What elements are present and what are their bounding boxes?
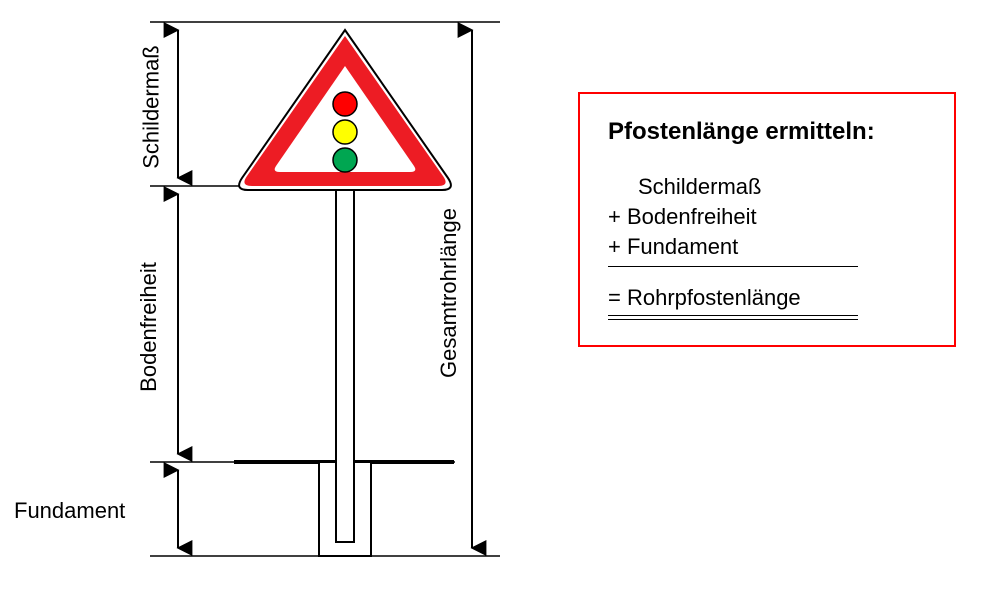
calc-result: = Rohrpfostenlänge <box>608 285 926 311</box>
calc-line-2: + Bodenfreiheit <box>608 204 926 230</box>
label-gesamtrohrlange: Gesamtrohrlänge <box>436 208 462 378</box>
calc-rule-double <box>608 315 858 321</box>
label-bodenfreiheit: Bodenfreiheit <box>136 262 162 392</box>
label-schildermass: Schildermaß <box>139 45 165 168</box>
info-title: Pfostenlänge ermitteln: <box>608 118 926 146</box>
info-box: Pfostenlänge ermitteln: Schildermaß + Bo… <box>578 92 956 347</box>
calc-line-3: + Fundament <box>608 234 926 260</box>
label-fundament: Fundament <box>14 498 125 524</box>
calc-line-1: Schildermaß <box>608 174 926 200</box>
sign-post-diagram: Schildermaß Bodenfreiheit Gesamtrohrläng… <box>0 0 520 586</box>
calc-rule-single <box>608 266 858 267</box>
